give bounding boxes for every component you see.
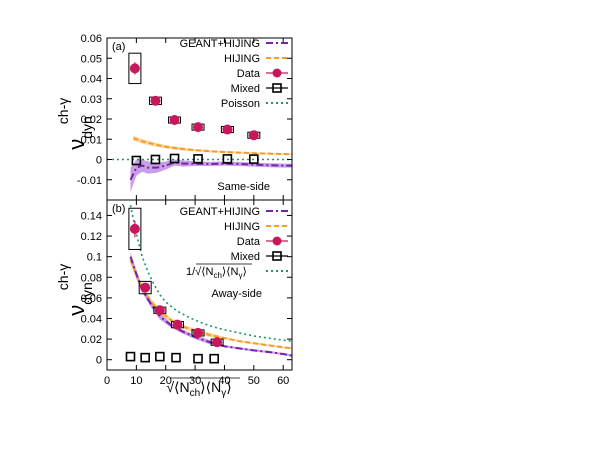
- poisson-line: [129, 205, 292, 342]
- y-tick-label: 0.02: [81, 334, 102, 346]
- data-sys-box: [128, 52, 142, 85]
- data-point: [129, 63, 140, 74]
- data-sys-box: [138, 280, 152, 295]
- geant-line: [129, 161, 292, 181]
- legend: GEANT+HIJING HIJING Data Mixed 1/√⟨Nch⟩⟨Nγ⟩: [180, 206, 288, 280]
- data-point: [154, 305, 165, 316]
- x-label-sub: γ: [221, 388, 226, 399]
- x-label-mid: ⟩⟨N: [200, 379, 221, 395]
- legend-label: GEANT+HIJING: [180, 206, 260, 218]
- side-label: Away-side: [211, 288, 262, 300]
- data-point: [248, 130, 259, 141]
- mixed-point: [193, 353, 203, 364]
- data-point: [193, 327, 204, 338]
- y-tick-label: 0.01: [81, 134, 102, 146]
- mixed-point: [125, 351, 136, 362]
- y-tick-label: 0.08: [81, 272, 102, 284]
- legend-label: HIJING: [224, 53, 260, 65]
- y-axis-label: νdyn: [64, 282, 95, 316]
- legend-swatch-data: [272, 68, 282, 78]
- legend-label-mid: ⟩⟨N: [222, 266, 239, 278]
- data-point: [222, 124, 233, 135]
- mixed-point: [140, 352, 150, 363]
- y-tick-label: 0.03: [81, 94, 102, 106]
- hijing-line: [133, 137, 292, 156]
- data-point: [212, 337, 223, 348]
- x-tick-label: 20: [160, 375, 172, 387]
- y-tick-label: 0.02: [81, 114, 102, 126]
- y-tick-label: 0.14: [81, 210, 102, 222]
- legend-label-sub: γ: [238, 271, 242, 280]
- mixed-point: [222, 154, 233, 164]
- legend-label: HIJING: [224, 221, 260, 233]
- data-point: [129, 223, 140, 234]
- y-axis-label-sup: ch-γ: [55, 264, 71, 290]
- y-axis-label-sup: ch-γ: [55, 98, 71, 124]
- x-tick-label: 50: [248, 375, 260, 387]
- side-label: Same-side: [217, 181, 270, 193]
- y-tick-label: -0.01: [77, 175, 102, 187]
- legend-label: Data: [237, 236, 261, 248]
- x-tick-label: 60: [277, 375, 289, 387]
- y-tick-label: 0.04: [81, 74, 102, 86]
- mixed-point: [155, 351, 165, 362]
- y-tick-label: 0.06: [81, 293, 102, 305]
- data-sys-box: [128, 207, 142, 250]
- mixed-point: [249, 154, 259, 164]
- data-point: [140, 282, 151, 293]
- geant-line: [129, 256, 292, 357]
- panel-tag: (b): [112, 203, 125, 215]
- plot-area: [107, 52, 292, 192]
- y-axis-label: νdyn: [64, 116, 95, 150]
- y-tick-label: 0.06: [81, 33, 102, 45]
- legend-swatch-mixed: [272, 83, 282, 93]
- panel-b: 0 10 20 30 40 50 6000.020.040.060.080.10.120.1…: [55, 199, 293, 399]
- mixed-point: [169, 153, 180, 164]
- legend-label: Mixed: [231, 251, 260, 263]
- x-label-prefix: √⟨N: [166, 379, 189, 395]
- x-axis-label: √⟨Nch⟩⟨Nγ⟩: [166, 379, 231, 399]
- data-point: [150, 95, 161, 106]
- x-label-sub: ch: [190, 388, 201, 399]
- data-point: [172, 319, 183, 330]
- y-tick-label: 0.05: [81, 53, 102, 65]
- data-point: [193, 122, 204, 133]
- x-label-suffix: ⟩: [226, 379, 231, 395]
- legend-label: Mixed: [231, 83, 260, 95]
- x-tick-label: 10: [130, 375, 142, 387]
- legend-label-end: ⟩: [242, 266, 246, 278]
- legend-label: GEANT+HIJING: [180, 38, 260, 50]
- legend-swatch-data: [272, 236, 282, 246]
- y-tick-label: 0: [96, 155, 102, 167]
- data-point: [169, 115, 180, 126]
- legend-label: Data: [237, 68, 261, 80]
- x-tick-label: 0: [104, 375, 110, 387]
- y-label-sub: dyn: [79, 282, 95, 305]
- mixed-point: [131, 155, 142, 166]
- mixed-point: [209, 353, 219, 364]
- y-tick-label: 0: [96, 355, 102, 367]
- legend-swatch-mixed: [272, 251, 282, 261]
- mixed-point: [171, 352, 181, 363]
- legend-label-main: 1/√⟨N: [186, 266, 214, 278]
- mixed-point: [150, 154, 161, 165]
- panel-a: -0.01 0 0.01 0.02 0.03 0.04 0.05 0.06 (a) Same-si…: [55, 33, 293, 201]
- plot-frame: [106, 199, 293, 371]
- legend-label: Poisson: [221, 98, 260, 110]
- legend: GEANT+HIJING HIJING Data Mixed Poisson: [180, 38, 288, 110]
- legend-label: 1/√⟨Nch⟩⟨Nγ⟩: [186, 266, 247, 280]
- plot-area: [125, 205, 292, 364]
- y-tick-label: 0.1: [87, 252, 102, 264]
- geant-band: [130, 159, 292, 192]
- panel-tag: (a): [112, 41, 125, 53]
- y-tick-label: 0.12: [81, 231, 102, 243]
- legend-label-sub: ch: [213, 271, 221, 280]
- y-label-main: ν: [64, 305, 89, 316]
- y-label-sub: dyn: [79, 116, 95, 139]
- y-label-main: ν: [64, 139, 89, 150]
- y-tick-label: 0.04: [81, 313, 102, 325]
- mixed-point: [193, 154, 203, 164]
